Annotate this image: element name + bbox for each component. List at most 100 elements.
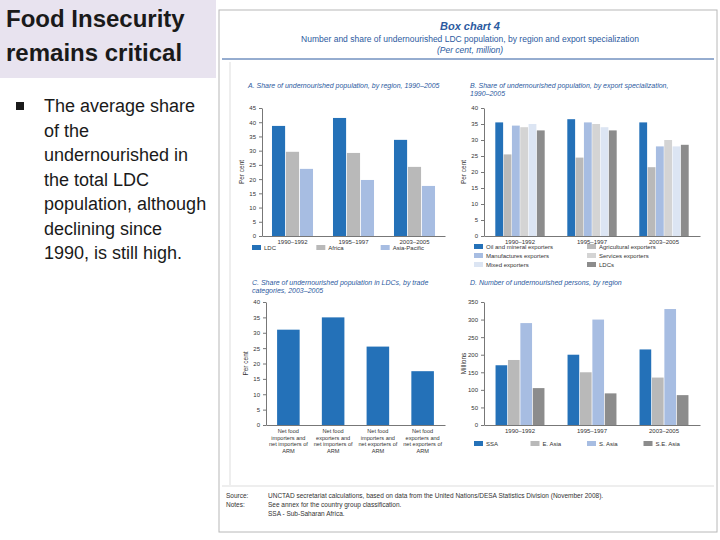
tick-label: Net foodimporters andnet importers ofARM: [269, 428, 308, 454]
tick: 15: [249, 191, 262, 197]
tick-label: 30: [471, 137, 478, 143]
text-line: undernourished in: [44, 145, 188, 165]
legend-label: Asia-Pacific: [393, 245, 424, 251]
tick: 20: [471, 169, 484, 175]
bar: [496, 365, 508, 425]
tick-mark: [259, 165, 262, 166]
bars: [496, 309, 689, 425]
tick: 10: [249, 205, 262, 211]
bar: [367, 347, 390, 425]
axis-line: [266, 303, 267, 426]
axis-line: [484, 303, 485, 426]
bar: [592, 124, 600, 236]
text-line: 1990–1992: [505, 428, 536, 434]
tick: 20: [249, 177, 262, 183]
tick-label: 35: [471, 121, 478, 127]
bar: [648, 167, 656, 236]
axis-title: Per cent: [460, 160, 467, 184]
tick: 100: [468, 387, 484, 393]
bar: [408, 167, 421, 236]
legend-swatch: [587, 244, 596, 249]
tick-label: 45: [249, 105, 256, 111]
text-line: exporters and: [316, 435, 350, 441]
tick-mark: [263, 410, 266, 411]
bar: [609, 130, 617, 236]
bars: [277, 317, 434, 425]
tick: Net foodexporters andnet exporters ofARM: [403, 425, 442, 454]
bar: [605, 393, 617, 425]
tick-label: 350: [468, 299, 479, 305]
legend-label: Agricultural exporters: [599, 244, 656, 250]
bar: [681, 145, 689, 236]
axis-title: Millions: [460, 352, 467, 374]
bar: [567, 119, 575, 236]
panel: 0501001502002503003501990–19921995–19972…: [460, 279, 701, 447]
tick-mark: [481, 220, 484, 221]
tick-mark: [259, 236, 262, 237]
title-background: [0, 0, 216, 78]
tick-mark: [263, 379, 266, 380]
tick: Net foodimporters andnet importers ofARM: [269, 425, 308, 454]
tick-mark: [481, 204, 484, 205]
bar: [652, 378, 664, 425]
tick-label: 1995–1997: [577, 428, 608, 434]
tick-mark: [259, 151, 262, 152]
bar: [639, 122, 647, 236]
text-line: net exporters of: [358, 441, 397, 447]
legend-label: Africa: [328, 245, 344, 251]
text-line: 1990–2005: [470, 90, 505, 97]
tick-label: Net foodexporters andnet exporters ofARM: [403, 428, 442, 454]
text-line: net importers of: [269, 441, 308, 447]
tick: 0: [257, 422, 266, 428]
tick: 30: [471, 137, 484, 143]
tick: 250: [468, 335, 484, 341]
axis-title: Per cent: [242, 351, 249, 375]
tick-label: 25: [471, 153, 478, 159]
tick: 2003–2005: [399, 236, 430, 245]
tick: 0: [475, 422, 484, 428]
tick: 40: [471, 105, 484, 111]
y-axis: 0510152025303540: [253, 299, 266, 428]
legend-label: SSA: [486, 441, 498, 447]
text-line: A. Share of undernourished population, b…: [247, 82, 440, 90]
legend-swatch: [587, 253, 596, 258]
bar: [520, 127, 528, 236]
box-frame: [219, 10, 717, 532]
tick-label: 0: [475, 233, 479, 239]
tick: 0: [253, 233, 262, 239]
tick: 1995–1997: [577, 425, 608, 434]
tick: 150: [468, 370, 484, 376]
tick: 40: [249, 120, 262, 126]
legend-swatch: [474, 262, 483, 267]
tick-label: 35: [249, 134, 256, 140]
box-rule: [222, 486, 714, 487]
tick-label: Net foodexporters andnet importers ofARM: [314, 428, 353, 454]
text-line: C. Share of undernourished population in…: [252, 279, 428, 287]
tick-mark: [481, 140, 484, 141]
legend-swatch: [474, 253, 483, 258]
tick-mark: [481, 425, 484, 426]
text-line: 1990, is still high.: [44, 243, 182, 263]
text-line: Net food: [278, 428, 299, 434]
tick: 5: [475, 217, 484, 223]
legend-label: Services exporters: [599, 253, 649, 259]
bar: [576, 158, 584, 236]
notes-text: SSA - Sub-Saharan Africa.: [268, 510, 345, 517]
tick-label: 1990–1992: [277, 239, 308, 245]
tick-label: 5: [253, 219, 257, 225]
tick-label: 0: [475, 422, 479, 428]
tick-label: 20: [253, 361, 260, 367]
legend-label: LDCs: [599, 262, 614, 268]
tick-mark: [481, 390, 484, 391]
bar: [568, 355, 580, 425]
axis-line: [485, 425, 701, 426]
tick-mark: [481, 320, 484, 321]
tick: Net foodimporters andnet exporters ofARM: [358, 425, 397, 454]
tick: 30: [249, 148, 262, 154]
tick-mark: [259, 208, 262, 209]
bar: [537, 130, 545, 236]
bar: [322, 317, 345, 425]
bar: [422, 186, 435, 236]
text-line: D. Number of undernourished persons, by …: [470, 279, 622, 287]
tick: 25: [249, 162, 262, 168]
